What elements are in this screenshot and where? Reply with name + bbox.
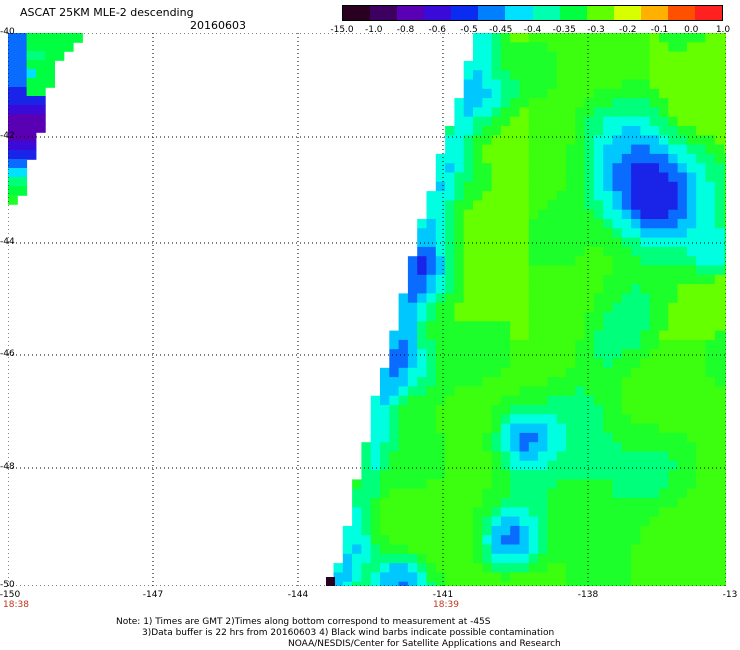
- lon-label-135: -13: [722, 590, 738, 600]
- color-scale-bar: [342, 5, 723, 21]
- lat-label-46: -46: [0, 349, 15, 359]
- lat-label-44: -44: [0, 237, 15, 247]
- lon-label-144: -144: [287, 590, 309, 600]
- color-scale-swatch: [451, 6, 479, 20]
- color-scale-tick-label: -1.0: [364, 25, 383, 35]
- color-scale-tick-label: -15.0: [330, 25, 354, 35]
- color-scale-swatch: [424, 6, 452, 20]
- color-scale-swatch: [559, 6, 587, 20]
- note-line-3: NOAA/NESDIS/Center for Satellite Applica…: [288, 639, 561, 649]
- color-scale-swatch: [695, 6, 723, 20]
- color-scale-tick-label: -0.1: [650, 25, 669, 35]
- lon-label-141: -141: [432, 590, 454, 600]
- color-scale-swatch: [613, 6, 641, 20]
- note-line-1: Note: 1) Times are GMT 2)Times along bot…: [116, 617, 491, 627]
- lon-label-147: -147: [142, 590, 164, 600]
- color-scale-tick-label: 0.0: [684, 25, 699, 35]
- color-scale-swatch: [370, 6, 398, 20]
- lon-label-150: -150: [0, 590, 21, 600]
- map-date: 20160603: [190, 19, 246, 32]
- note-line-2: 3)Data buffer is 22 hrs from 20160603 4)…: [142, 628, 555, 638]
- color-scale-tick-label: -0.35: [552, 25, 576, 35]
- color-scale-tick-label: -0.2: [618, 25, 637, 35]
- time-label-left: 18:38: [3, 600, 29, 610]
- color-scale-swatch: [532, 6, 560, 20]
- color-scale-labels: -15.0 -1.0 -0.8 -0.6 -0.5 -0.45 -0.4 -0.35 -0.3 -…: [330, 25, 730, 39]
- color-scale-tick-label: -0.4: [523, 25, 542, 35]
- color-scale-swatch: [640, 6, 668, 20]
- color-scale-tick-label: 1.0: [715, 25, 731, 35]
- lat-label-40: -40: [0, 27, 15, 37]
- color-scale-swatch: [397, 6, 425, 20]
- color-scale-tick-label: -0.5: [460, 25, 478, 35]
- swath-map: [8, 33, 726, 586]
- color-scale-swatch: [586, 6, 614, 20]
- color-scale-swatch: [478, 6, 506, 20]
- color-scale-tick-label: -0.6: [428, 25, 447, 35]
- color-scale-tick-label: -0.8: [396, 25, 415, 35]
- lon-label-138: -138: [577, 590, 599, 600]
- color-scale-tick-label: -0.3: [587, 25, 605, 35]
- color-scale-swatch: [667, 6, 696, 20]
- color-scale-swatch: [505, 6, 533, 20]
- swath-corner-pixel: [326, 577, 335, 586]
- swath-map-canvas: [8, 33, 726, 586]
- color-scale-tick-label: -0.45: [489, 25, 513, 35]
- lat-label-50: -50: [0, 580, 15, 590]
- color-scale-swatch: [343, 6, 371, 20]
- lat-label-48: -48: [0, 462, 15, 472]
- map-title: ASCAT 25KM MLE-2 descending: [20, 6, 194, 19]
- lat-label-42: -42: [0, 131, 15, 141]
- time-label-center: 18:39: [433, 600, 459, 610]
